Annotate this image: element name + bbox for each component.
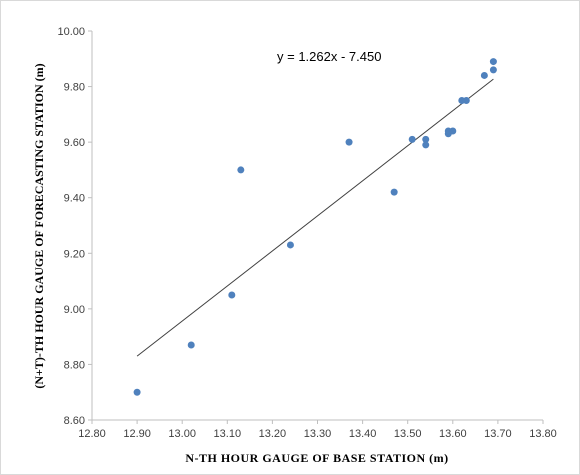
y-tick-label: 9.80: [64, 82, 85, 94]
y-tick-labels: 8.60 8.80 9.00 9.20 9.40 9.60 9.80 10.00: [57, 26, 92, 427]
data-point: [187, 341, 195, 349]
x-tick-label: 13.30: [304, 428, 332, 440]
data-point: [449, 127, 457, 135]
y-tick-label: 9.40: [64, 193, 85, 205]
y-tick-label: 10.00: [57, 26, 85, 38]
x-tick-label: 13.70: [484, 428, 512, 440]
data-point: [237, 166, 245, 174]
x-tick-label: 13.40: [349, 428, 377, 440]
axes: [91, 31, 543, 421]
y-tick-label: 9.00: [64, 304, 85, 316]
data-points: [133, 58, 497, 396]
data-point: [133, 388, 141, 396]
x-tick-label: 13.20: [259, 428, 287, 440]
y-tick-label: 9.20: [64, 248, 85, 260]
x-tick-label: 12.80: [78, 428, 106, 440]
x-tick-label: 13.80: [529, 428, 557, 440]
data-point: [480, 71, 488, 79]
y-tick-label: 8.80: [64, 359, 85, 371]
trendline-group: [136, 78, 494, 357]
y-axis-title: (N+T)-TH HOUR GAUGE OF FORECASTING STATI…: [32, 63, 46, 388]
data-point: [422, 141, 430, 149]
x-tick-label: 12.90: [123, 428, 151, 440]
data-point: [489, 66, 497, 74]
data-point: [462, 96, 470, 104]
y-tick-label: 9.60: [64, 137, 85, 149]
data-point: [408, 135, 416, 143]
x-tick-labels: 12.80 12.90 13.00 13.10 13.20 13.30 13.40 13.50…: [78, 420, 557, 440]
data-point: [228, 291, 236, 299]
linear-trendline: [136, 78, 494, 357]
x-tick-label: 13.00: [168, 428, 196, 440]
y-tick-label: 8.60: [64, 415, 85, 427]
data-point: [390, 188, 398, 196]
data-point: [422, 135, 430, 143]
x-tick-label: 13.50: [394, 428, 422, 440]
data-point: [345, 138, 353, 146]
x-tick-label: 13.60: [439, 428, 467, 440]
x-axis-title: N-TH HOUR GAUGE OF BASE STATION (m): [185, 451, 448, 465]
data-point: [489, 58, 497, 66]
trendline-equation: y = 1.262x - 7.450: [277, 49, 381, 64]
x-tick-label: 13.10: [214, 428, 242, 440]
data-point: [286, 241, 294, 249]
